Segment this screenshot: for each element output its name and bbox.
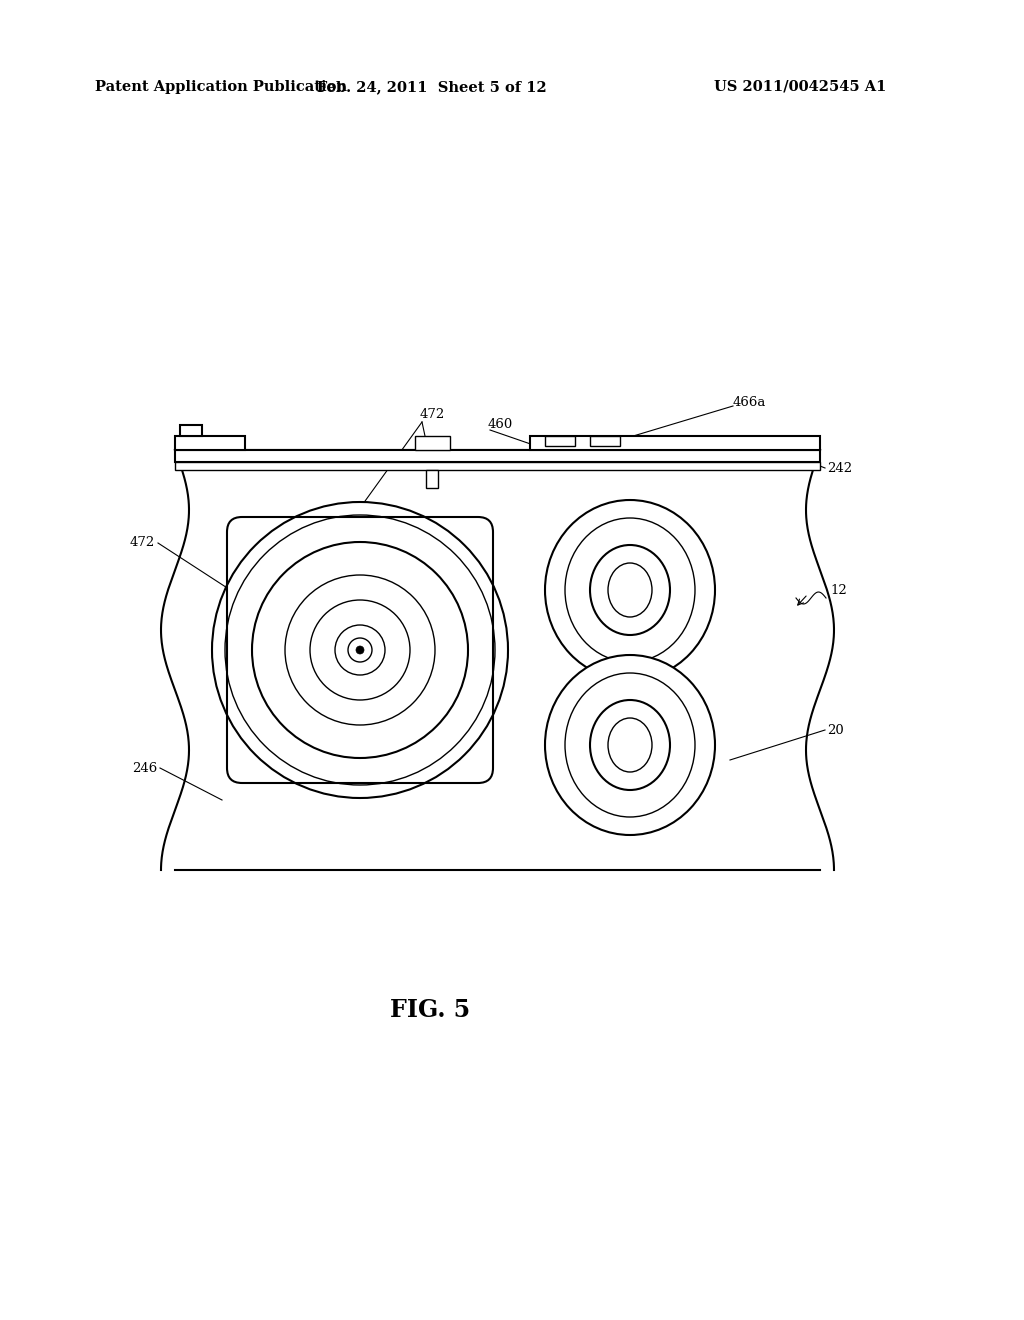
Bar [175,450,820,462]
Text: 242: 242 [827,462,852,474]
Text: Patent Application Publication: Patent Application Publication [95,81,347,94]
Bar [180,425,202,436]
Ellipse shape [608,718,652,772]
Ellipse shape [565,517,695,663]
Ellipse shape [565,673,695,817]
Bar [175,462,820,470]
Text: 12: 12 [830,583,847,597]
Circle shape [335,624,385,675]
Circle shape [252,543,468,758]
Circle shape [310,601,410,700]
Ellipse shape [545,655,715,836]
Text: Feb. 24, 2011  Sheet 5 of 12: Feb. 24, 2011 Sheet 5 of 12 [317,81,547,94]
Circle shape [212,502,508,799]
Circle shape [348,638,372,663]
Text: US 2011/0042545 A1: US 2011/0042545 A1 [714,81,886,94]
Circle shape [356,645,364,653]
Bar [415,436,450,450]
Text: 460: 460 [488,418,513,432]
Circle shape [225,515,495,785]
Ellipse shape [590,700,670,789]
Ellipse shape [608,564,652,616]
Bar [426,470,438,488]
Ellipse shape [590,545,670,635]
Bar [545,436,575,446]
Text: 472: 472 [420,408,445,421]
Bar [530,436,820,450]
Bar [175,436,245,450]
Text: FIG. 5: FIG. 5 [390,998,470,1022]
Bar [590,436,620,446]
Text: 466a: 466a [733,396,766,408]
Ellipse shape [545,500,715,680]
Text: 20: 20 [827,723,844,737]
Text: 472: 472 [130,536,155,549]
Circle shape [285,576,435,725]
Text: 246: 246 [132,762,157,775]
